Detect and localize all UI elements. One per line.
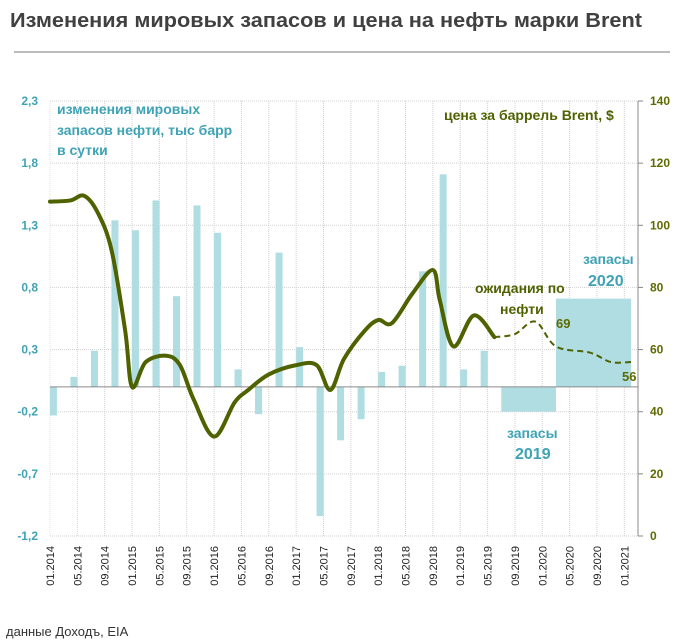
stock-change-bar — [111, 220, 119, 387]
stock-change-bar — [214, 232, 222, 387]
forecast-stock-block — [555, 298, 632, 387]
stock-change-bar — [337, 386, 345, 441]
stock-change-bar — [131, 230, 139, 387]
price-lines — [48, 193, 632, 439]
left-tick-label: 1,3 — [21, 218, 38, 232]
left-axis-label-line-2: запасов нефти, тыс барр — [57, 122, 232, 138]
stock-change-bar — [357, 386, 365, 420]
stock-change-bar — [193, 205, 201, 387]
x-tick-label: 05.2017 — [318, 546, 330, 586]
x-tick-label: 05.2020 — [565, 546, 577, 586]
stock-change-bar — [460, 369, 468, 387]
x-tick-label: 09.2016 — [264, 546, 276, 586]
forecast-stock-block — [501, 386, 556, 412]
x-tick-label: 01.2014 — [45, 546, 57, 586]
x-tick-label: 01.2018 — [373, 546, 385, 586]
stock-change-bar — [419, 271, 427, 387]
right-tick-label: 120 — [650, 156, 670, 170]
brent-price-line — [48, 193, 497, 439]
bars — [49, 174, 632, 517]
x-tick-label: 09.2014 — [100, 546, 112, 586]
grid — [49, 100, 638, 537]
x-tick-label: 01.2020 — [537, 546, 549, 586]
right-tick-label: 140 — [650, 94, 670, 108]
stock-change-bar — [378, 371, 386, 387]
left-tick-label: 2,3 — [21, 94, 38, 108]
brent-forecast-line — [494, 320, 632, 364]
right-axis-label: цена за баррель Brent, $ — [444, 107, 614, 123]
left-tick-label: 0,3 — [21, 343, 38, 357]
block-2020-label-line-1: запасы — [583, 251, 634, 267]
stock-change-bar — [316, 386, 324, 517]
right-tick-label: 80 — [650, 280, 664, 294]
stock-change-bar — [275, 252, 283, 387]
right-tick-label: 0 — [650, 529, 657, 543]
x-tick-label: 05.2018 — [401, 546, 413, 586]
stock-change-bar — [480, 350, 488, 387]
chart-title: Изменения мировых запасов и цена на нефт… — [10, 10, 642, 32]
x-tick-label: 09.2017 — [346, 546, 358, 586]
x-tick-label: 09.2019 — [510, 546, 522, 586]
stock-change-bar — [255, 386, 263, 415]
end-value-label: 56 — [622, 369, 636, 384]
x-tick-label: 05.2019 — [483, 546, 495, 586]
x-tick-label: 01.2019 — [455, 546, 467, 586]
right-tick-label: 100 — [650, 218, 670, 232]
x-tick-label: 09.2018 — [428, 546, 440, 586]
axes — [50, 100, 643, 537]
block-2019-label-line-2: 2019 — [515, 446, 551, 463]
x-tick-label: 05.2015 — [154, 546, 166, 586]
stock-change-bar — [234, 369, 242, 387]
x-tick-label: 01.2015 — [127, 546, 139, 586]
left-tick-label: 0,8 — [21, 280, 38, 294]
stock-change-bar — [70, 376, 78, 387]
stock-change-bar — [152, 200, 160, 387]
x-tick-label: 05.2016 — [236, 546, 248, 586]
x-tick-label: 05.2014 — [72, 546, 84, 586]
x-tick-label: 09.2020 — [592, 546, 604, 586]
x-tick-label: 01.2021 — [619, 546, 631, 586]
stock-change-bar — [439, 174, 447, 387]
source-note: данные Доходъ, EIA — [6, 624, 129, 639]
left-axis-label-line-3: в сутки — [57, 142, 108, 158]
left-tick-label: -1,2 — [17, 529, 38, 543]
block-2020-label-line-2: 2020 — [588, 273, 624, 290]
peak-value-label: 69 — [556, 316, 570, 331]
stock-change-bar — [398, 365, 406, 387]
block-2019-label-line-1: запасы — [507, 425, 558, 441]
right-tick-label: 40 — [650, 405, 664, 419]
left-axis-label-line-1: изменения мировых — [57, 101, 200, 117]
right-tick-label: 20 — [650, 467, 664, 481]
stock-change-bar — [172, 296, 180, 387]
axis-labels: 2,3 140 1,8 120 1,3 100 0,8 80 0,3 60 -0,2 40 -0,7 20… — [17, 94, 670, 586]
stock-change-bar — [296, 347, 304, 387]
stock-change-bar — [90, 350, 98, 387]
left-tick-label: -0,7 — [17, 467, 38, 481]
x-tick-label: 09.2015 — [182, 546, 194, 586]
forecast-label-line-1: ожидания по — [475, 280, 565, 296]
forecast-label-line-2: нефти — [500, 301, 544, 317]
right-tick-label: 60 — [650, 343, 664, 357]
x-tick-label: 01.2017 — [291, 546, 303, 586]
left-tick-label: -0,2 — [17, 405, 38, 419]
left-tick-label: 1,8 — [21, 156, 38, 170]
stock-change-bar — [49, 386, 57, 416]
x-tick-label: 01.2016 — [209, 546, 221, 586]
